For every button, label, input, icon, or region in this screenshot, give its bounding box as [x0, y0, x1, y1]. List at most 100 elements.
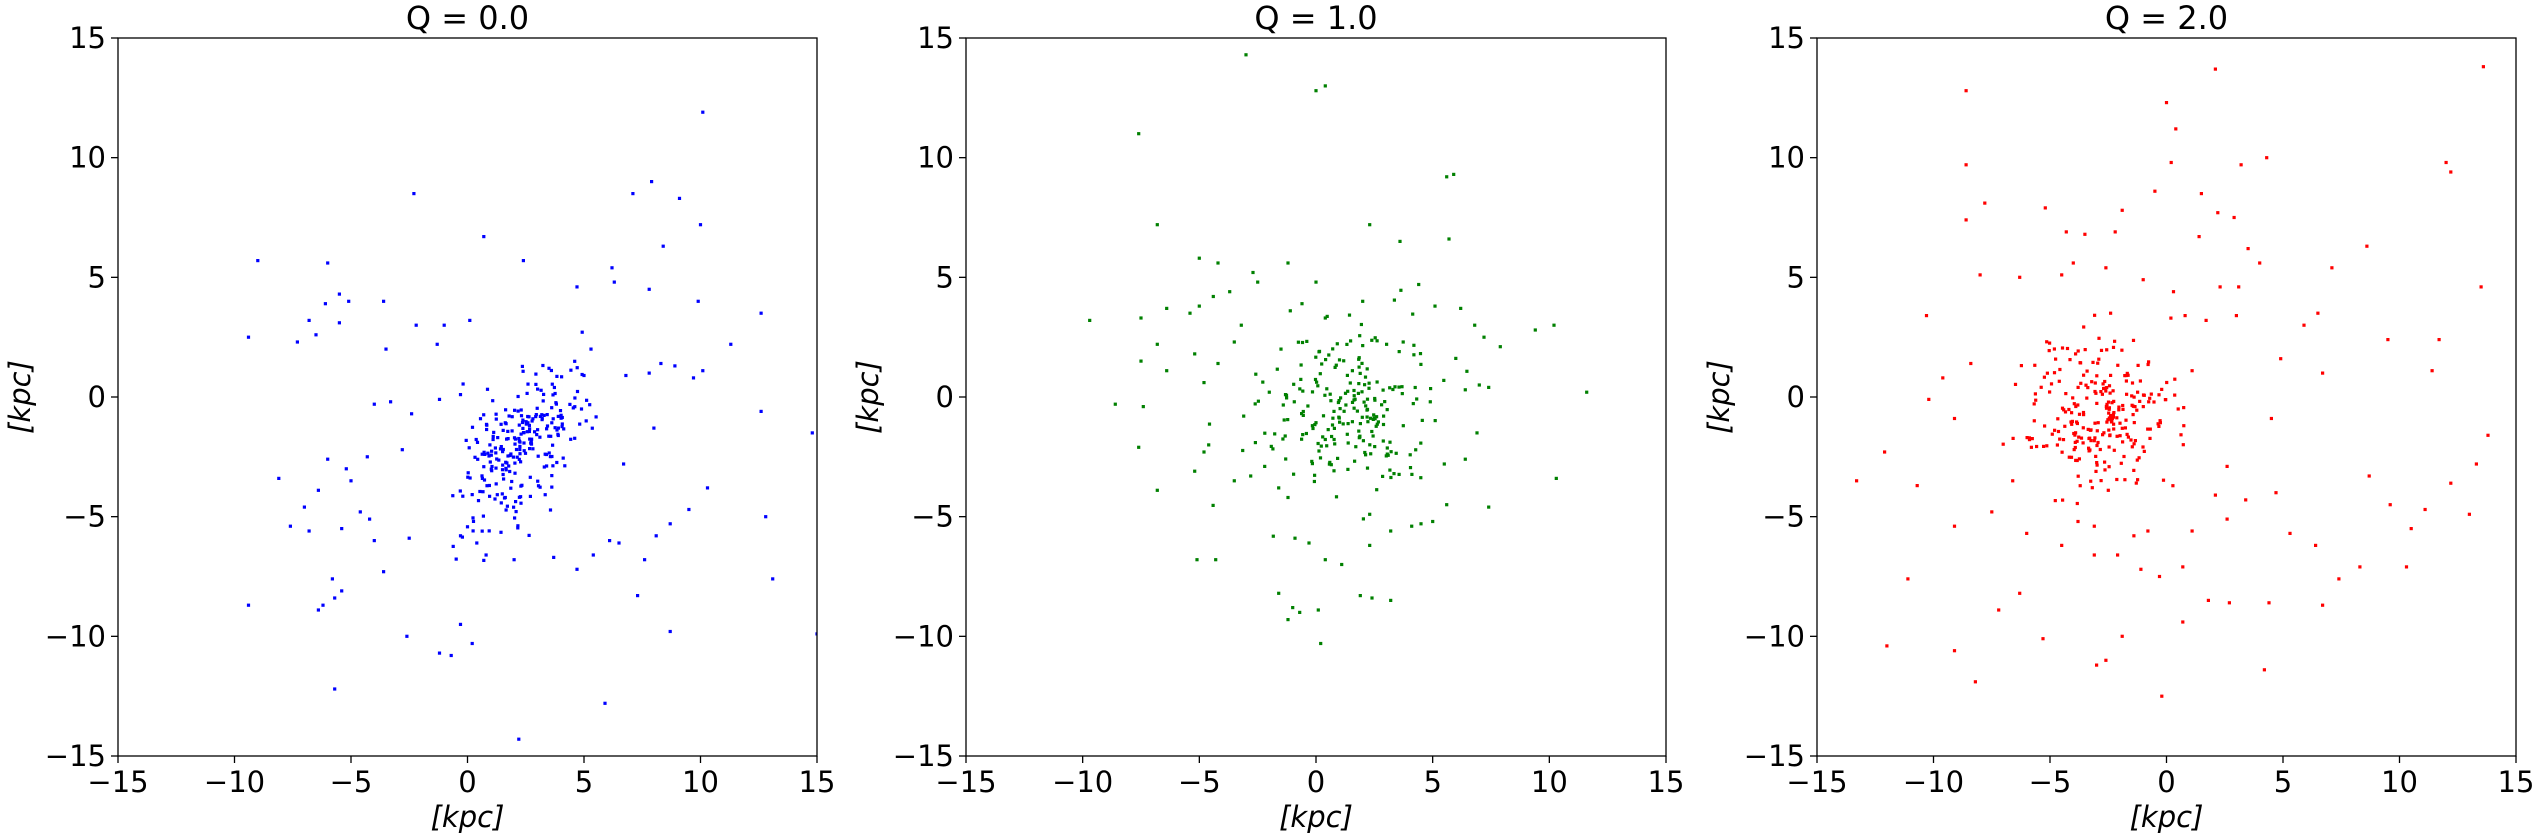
data-points [1088, 53, 1588, 645]
cluster-point [557, 415, 560, 418]
data-point [408, 537, 411, 540]
cluster-point [1333, 427, 1336, 430]
cluster-point [1301, 390, 1304, 393]
cluster-point [1465, 370, 1468, 373]
cluster-point [1329, 393, 1332, 396]
y-tick-label: 0 [88, 380, 106, 414]
plot-frame [1817, 38, 2516, 756]
x-tick-label: −5 [1178, 765, 1221, 799]
cluster-point [502, 473, 505, 476]
data-point [1855, 479, 1858, 482]
cluster-point [507, 437, 510, 440]
cluster-point [2173, 378, 2176, 381]
cluster-point [1442, 379, 1445, 382]
plot-frame [118, 38, 817, 756]
cluster-point [487, 454, 490, 457]
cluster-point [572, 406, 575, 409]
cluster-point [505, 468, 508, 471]
data-point [1233, 340, 1236, 343]
cluster-point [2058, 438, 2061, 441]
cluster-point [471, 493, 474, 496]
data-point [2065, 230, 2068, 233]
data-point [1534, 328, 1537, 331]
cluster-point [1300, 438, 1303, 441]
cluster-point [2115, 416, 2118, 419]
cluster-point [2082, 413, 2085, 416]
data-point [482, 235, 485, 238]
cluster-point [1347, 441, 1350, 444]
cluster-point [510, 480, 513, 483]
cluster-point [2093, 436, 2096, 439]
cluster-point [488, 495, 491, 498]
cluster-point [472, 520, 475, 523]
chart-title: Q = 0.0 [406, 0, 529, 37]
data-point [1256, 281, 1259, 284]
cluster-point [530, 443, 533, 446]
cluster-point [482, 515, 485, 518]
cluster-point [2150, 393, 2153, 396]
cluster-point [2079, 361, 2082, 364]
cluster-point [1351, 369, 1354, 372]
data-point [2265, 156, 2268, 159]
cluster-point [2054, 358, 2057, 361]
data-point [247, 604, 250, 607]
cluster-point [544, 493, 547, 496]
data-point [443, 324, 446, 327]
data-point [678, 197, 681, 200]
data-point [1990, 510, 1993, 513]
cluster-point [1346, 374, 1349, 377]
cluster-point [522, 431, 525, 434]
cluster-point [2072, 432, 2075, 435]
cluster-point [569, 369, 572, 372]
cluster-point [2031, 437, 2034, 440]
cluster-point [1298, 387, 1301, 390]
cluster-point [1292, 473, 1295, 476]
y-tick-label: −5 [63, 500, 106, 534]
cluster-point [511, 415, 514, 418]
cluster-point [528, 447, 531, 450]
cluster-point [540, 389, 543, 392]
cluster-point [500, 501, 503, 504]
cluster-point [2077, 475, 2080, 478]
cluster-point [501, 464, 504, 467]
data-point [1291, 606, 1294, 609]
data-point [608, 539, 611, 542]
cluster-point [2134, 439, 2137, 442]
cluster-point [2093, 314, 2096, 317]
cluster-point [1389, 476, 1392, 479]
data-point [1193, 470, 1196, 473]
cluster-point [1419, 442, 1422, 445]
cluster-point [513, 462, 516, 465]
data-point [340, 589, 343, 592]
x-tick-label: 15 [1648, 765, 1685, 799]
cluster-point [2089, 429, 2092, 432]
data-point [517, 738, 520, 741]
cluster-point [1331, 347, 1334, 350]
y-tick-label: 5 [1787, 260, 1805, 294]
cluster-point [2058, 380, 2061, 383]
cluster-point [1360, 390, 1363, 393]
data-point [247, 336, 250, 339]
data-point [2424, 508, 2427, 511]
data-point [2337, 577, 2340, 580]
cluster-point [2112, 423, 2115, 426]
cluster-point [1286, 418, 1289, 421]
cluster-point [528, 534, 531, 537]
cluster-point [483, 453, 486, 456]
data-point [2093, 525, 2096, 528]
cluster-point [2124, 426, 2127, 429]
data-point [2321, 372, 2324, 375]
cluster-point [1360, 362, 1363, 365]
data-point [321, 604, 324, 607]
x-tick-label: 10 [682, 765, 719, 799]
x-tick-label: 5 [575, 765, 593, 799]
cluster-point [502, 448, 505, 451]
cluster-point [2162, 479, 2165, 482]
cluster-point [536, 480, 539, 483]
cluster-point [559, 409, 562, 412]
cluster-point [2077, 436, 2080, 439]
cluster-point [531, 447, 534, 450]
cluster-point [2135, 409, 2138, 412]
data-point [1429, 400, 1432, 403]
cluster-point [2080, 437, 2083, 440]
